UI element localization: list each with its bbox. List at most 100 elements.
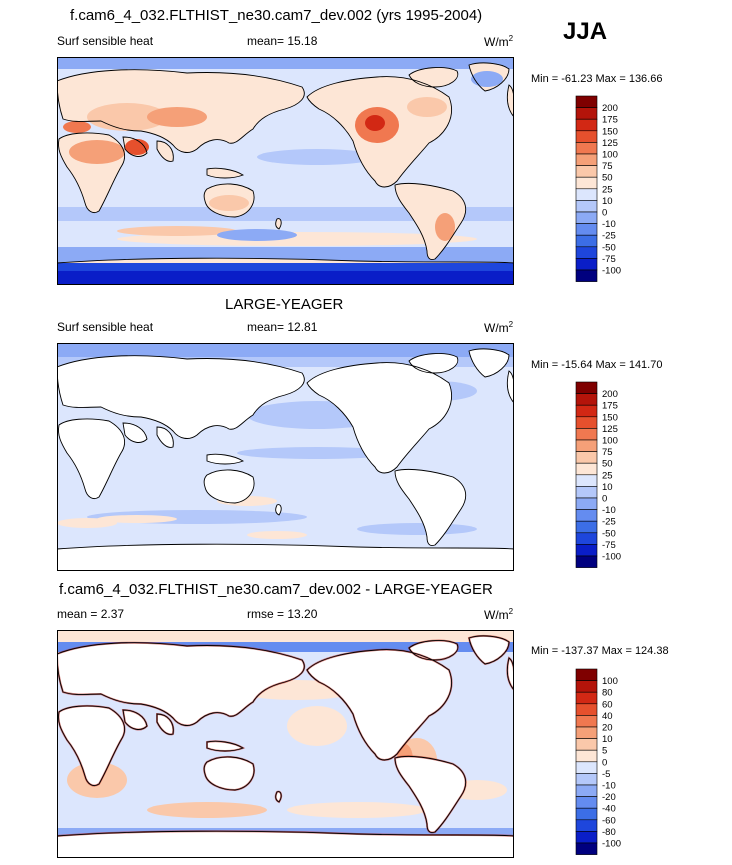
panel3-units: W/m2: [484, 607, 514, 622]
colorbar-tick-label: 5: [602, 746, 607, 757]
colorbar-tick-label: 20: [602, 723, 613, 734]
colorbar-tick-label: 25: [602, 470, 613, 481]
colorbar-tick-label: -80: [602, 827, 616, 838]
colorbar-box: [575, 130, 598, 143]
colorbar-box: [575, 107, 598, 120]
colorbar-tick-label: -50: [602, 242, 616, 253]
colorbar-box: [575, 819, 598, 832]
colorbar-box: [575, 223, 598, 236]
colorbar-box: [575, 544, 598, 557]
colorbar-box: [575, 153, 598, 166]
colorbar-tick-label: 100: [602, 436, 618, 447]
colorbar-box: [575, 726, 598, 739]
season-label: JJA: [563, 18, 608, 45]
panel2-units: W/m2: [484, 320, 514, 335]
colorbar-tick-label: 50: [602, 459, 613, 470]
colorbar-tick-label: 40: [602, 711, 613, 722]
colorbar-tick-label: -75: [602, 540, 616, 551]
colorbar-box: [575, 749, 598, 763]
panel1-minmax: Min = -61.23 Max = 136.66: [531, 73, 663, 85]
colorbar-box: [575, 428, 598, 441]
colorbar-box: [575, 188, 598, 201]
colorbar-box: [575, 393, 598, 406]
colorbar-tick-label: 175: [602, 115, 618, 126]
panel1-units: W/m2: [484, 34, 514, 49]
panel2-mean: mean= 12.81: [247, 320, 318, 334]
colorbar-box: [575, 462, 598, 476]
map-panel-model: [57, 57, 514, 285]
colorbar-box: [575, 784, 598, 797]
colorbar-tick-label: 200: [602, 103, 618, 114]
map-panel-difference: [57, 630, 514, 858]
colorbar-tick-label: 10: [602, 482, 613, 493]
map-panel-observations: [57, 343, 514, 571]
panel1-variable-label: Surf sensible heat: [57, 34, 154, 48]
colorbar-box: [575, 555, 598, 568]
colorbar-tick-label: 150: [602, 412, 618, 423]
colorbar-tick-label: 50: [602, 173, 613, 184]
colorbar-box: [575, 796, 598, 809]
panel3-minmax: Min = -137.37 Max = 124.38: [531, 645, 669, 657]
colorbar-tick-label: 0: [602, 494, 607, 505]
panel3-title: f.cam6_4_032.FLTHIST_ne30.cam7_dev.002 -…: [59, 581, 493, 598]
colorbar-tick-label: -25: [602, 517, 616, 528]
colorbar-tick-label: -20: [602, 792, 616, 803]
colorbar-tick-label: -10: [602, 781, 616, 792]
colorbar-tick-label: 0: [602, 757, 607, 768]
colorbar-tick-label: 75: [602, 447, 613, 458]
colorbar-box: [575, 381, 598, 394]
colorbar-box: [575, 118, 598, 132]
colorbar-box: [575, 703, 598, 716]
colorbar-box: [575, 831, 598, 844]
colorbar-tick-label: 200: [602, 389, 618, 400]
panel2-minmax: Min = -15.64 Max = 141.70: [531, 359, 663, 371]
colorbar-box: [575, 451, 598, 464]
colorbar-box: [575, 486, 598, 499]
colorbar-tick-label: -40: [602, 804, 616, 815]
colorbar-tick-label: 100: [602, 150, 618, 161]
colorbar-box: [575, 142, 598, 155]
colorbar-tick-label: -10: [602, 505, 616, 516]
colorbar-tick-label: 10: [602, 196, 613, 207]
colorbar-box: [575, 200, 598, 213]
colorbar-box: [575, 269, 598, 282]
colorbar-box: [575, 680, 598, 693]
colorbar-tick-label: 60: [602, 699, 613, 710]
colorbar-box: [575, 258, 598, 271]
colorbar-tick-label: -50: [602, 528, 616, 539]
colorbar-box: [575, 773, 598, 786]
colorbar-box: [575, 807, 598, 821]
colorbar-tick-label: -60: [602, 815, 616, 826]
panel3-mean: mean = 2.37: [57, 607, 125, 621]
colorbar-tick-label: -5: [602, 769, 610, 780]
colorbar-box: [575, 532, 598, 545]
colorbar-box: [575, 211, 598, 224]
panel2-title: LARGE-YEAGER: [225, 296, 344, 313]
colorbar-box: [575, 842, 598, 855]
colorbar-tick-label: 125: [602, 138, 618, 149]
colorbar-box: [575, 439, 598, 452]
colorbar-tick-label: 175: [602, 401, 618, 412]
colorbar-box: [575, 509, 598, 522]
colorbar-box: [575, 668, 598, 681]
colorbar-box: [575, 520, 598, 534]
colorbar-box: [575, 234, 598, 248]
colorbar-tick-label: -100: [602, 266, 621, 277]
colorbar-box: [575, 95, 598, 108]
colorbar-tick-label: -100: [602, 839, 621, 850]
colorbar-box: [575, 497, 598, 510]
colorbar-box: [575, 738, 598, 751]
colorbar-tick-label: 75: [602, 161, 613, 172]
colorbar-tick-label: 125: [602, 424, 618, 435]
colorbar-tick-label: -75: [602, 254, 616, 265]
colorbar-tick-label: 10: [602, 734, 613, 745]
colorbar-tick-label: -10: [602, 219, 616, 230]
panel2-variable-label: Surf sensible heat: [57, 320, 154, 334]
colorbar-tick-label: 80: [602, 688, 613, 699]
colorbar-box: [575, 165, 598, 178]
colorbar-tick-label: -100: [602, 552, 621, 563]
colorbar-tick-label: -25: [602, 231, 616, 242]
